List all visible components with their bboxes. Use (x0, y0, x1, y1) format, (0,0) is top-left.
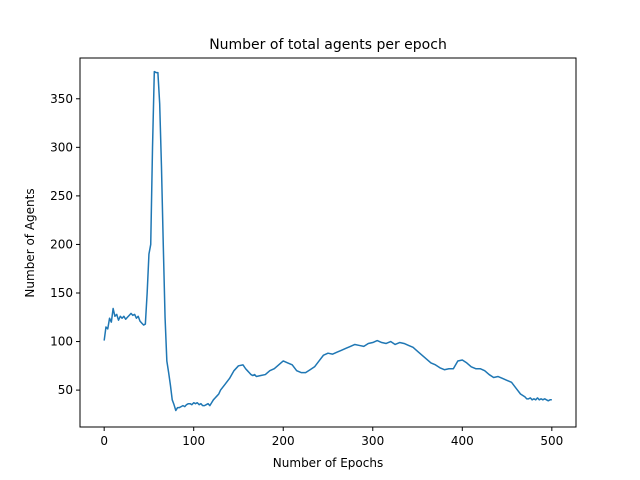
series-line (103, 70, 552, 412)
y-axis-label: Number of Agents (23, 188, 37, 297)
y-tick-label: 100 (50, 335, 73, 349)
x-tick-label: 500 (540, 434, 563, 448)
x-tick-label: 0 (100, 434, 108, 448)
y-tick-label: 50 (58, 383, 73, 397)
chart-title: Number of total agents per epoch (209, 37, 447, 53)
x-axis-ticks: 0 100 200 300 400 500 (100, 427, 563, 448)
x-axis-label: Number of Epochs (273, 456, 383, 470)
y-tick-label: 150 (50, 286, 73, 300)
y-tick-label: 250 (50, 189, 73, 203)
plot-area-frame (79, 57, 577, 428)
y-tick-label: 300 (50, 140, 73, 154)
x-tick-label: 400 (451, 434, 474, 448)
x-tick-label: 100 (182, 434, 205, 448)
x-tick-label: 200 (272, 434, 295, 448)
y-tick-label: 350 (50, 92, 73, 106)
y-tick-label: 200 (50, 237, 73, 251)
y-axis-ticks: 50 100 150 200 250 300 350 (50, 92, 80, 397)
x-tick-label: 300 (361, 434, 384, 448)
